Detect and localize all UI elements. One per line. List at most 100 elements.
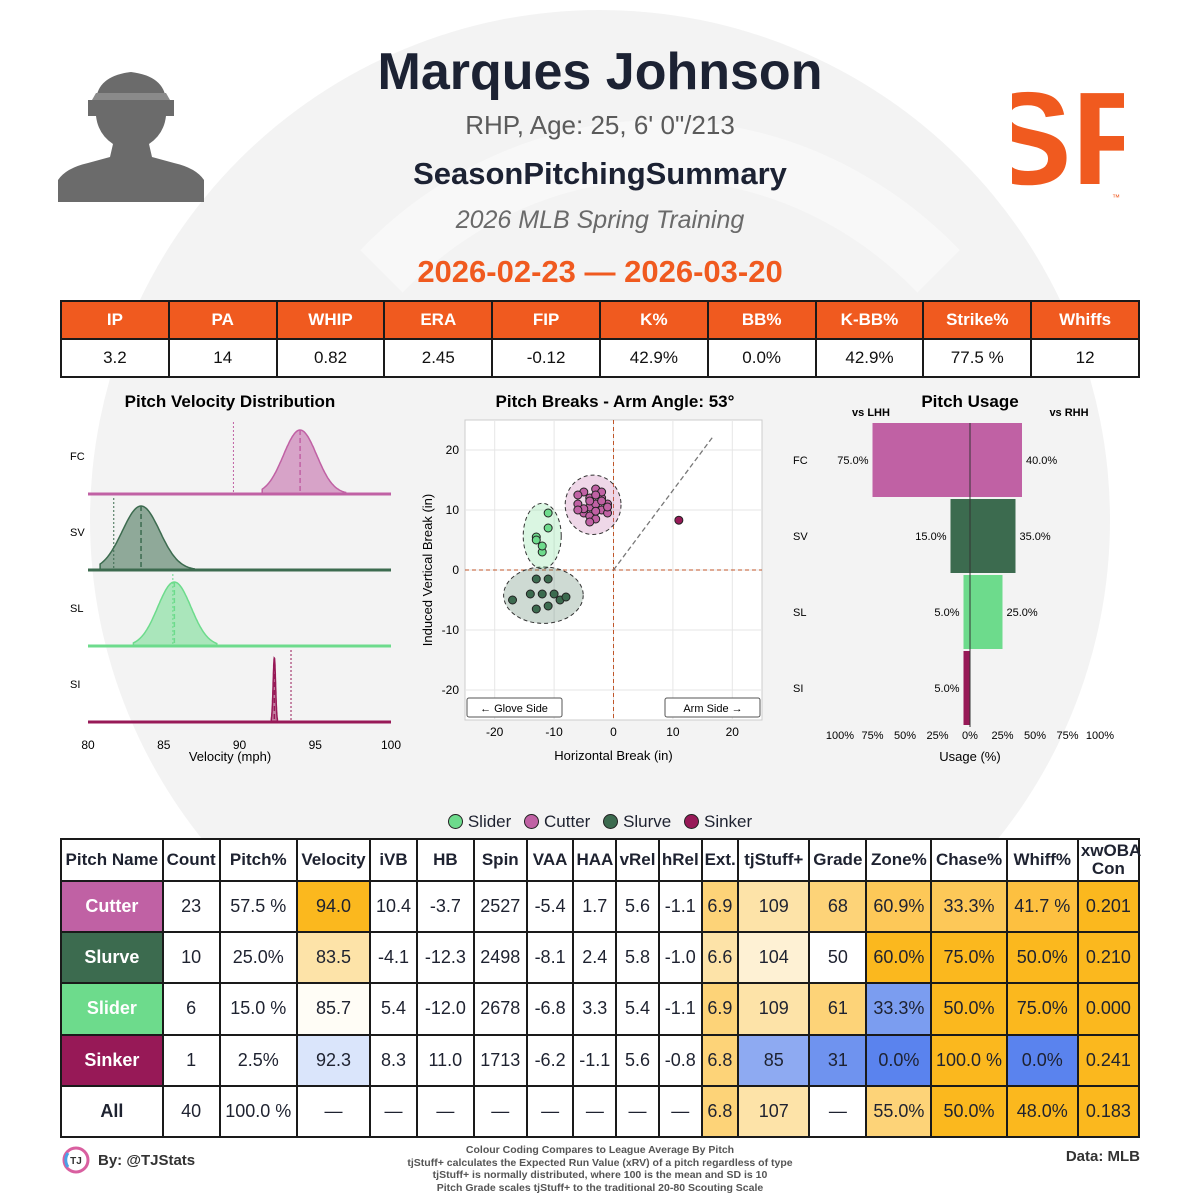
usage-bar-lhh <box>872 423 970 497</box>
pitch-metric-cell: 8.3 <box>369 1033 418 1087</box>
legend-label: Sinker <box>703 812 753 831</box>
pitch-metric-cell: 23 <box>161 879 221 934</box>
legend-label: Slider <box>467 812 512 831</box>
arm-side-box <box>664 697 761 718</box>
pitch-metric-cell: 2527 <box>472 879 528 934</box>
usage-x-tick: 75% <box>861 730 883 742</box>
velocity-x-tick: 90 <box>233 738 247 752</box>
legend-item-cutter: Cutter <box>524 812 590 832</box>
pitch-metric-cell: 68 <box>808 879 868 934</box>
footer-note: Colour Coding Compares to League Average… <box>465 1144 735 1156</box>
stats-value-cell: -0.12 <box>491 338 601 378</box>
pitch-table-header: Ext. <box>700 838 740 882</box>
breaks-point-slurve <box>549 589 559 599</box>
usage-bar-lhh <box>963 575 970 649</box>
pitch-metric-cell: — <box>572 1084 618 1139</box>
pitch-name-cell: Cutter <box>60 879 164 934</box>
usage-value-rhh: 25.0% <box>1007 607 1038 619</box>
stats-value-cell: 0.0% <box>706 338 817 378</box>
breaks-point-cutter <box>573 505 583 515</box>
stats-header-row: IP PA WHIP ERA FIP K% BB% K-BB% Strike% … <box>60 300 1140 340</box>
pitch-name-cell: Slider <box>60 982 164 1036</box>
legend-dot <box>524 814 540 829</box>
stats-header-cell: FIP <box>491 300 601 340</box>
usage-chart-title: Pitch Usage <box>921 392 1018 411</box>
pitch-metric-cell: 61 <box>808 982 868 1036</box>
data-source: Data: MLB <box>1065 1148 1140 1165</box>
velocity-density-cutter <box>261 429 347 495</box>
pitch-table-header: iVB <box>369 838 418 882</box>
breaks-x-label: Horizontal Break (in) <box>554 748 673 763</box>
glove-side-label: ← Glove Side <box>480 703 548 715</box>
breaks-point-sinker <box>674 515 684 525</box>
pitch-metric-cell: 85.7 <box>295 982 372 1036</box>
tjstats-logo-icon: TJ <box>62 1146 90 1174</box>
pitch-table-header: xwOBA Con <box>1076 838 1141 882</box>
breaks-point-slurve <box>531 574 541 584</box>
usage-category-label: SV <box>793 531 808 543</box>
pitch-metric-cell: — <box>415 1084 475 1139</box>
player-headshot-icon <box>58 62 204 202</box>
player-name: Marques Johnson <box>377 43 823 101</box>
breaks-chart-title: Pitch Breaks - Arm Angle: 53° <box>496 392 735 411</box>
pitch-metric-cell: — <box>615 1084 660 1139</box>
breaks-point-cutter <box>597 496 607 506</box>
footer-notes: Colour Coding Compares to League Average… <box>300 1144 900 1194</box>
pitch-metric-cell: -4.1 <box>369 931 418 985</box>
pitch-table-header: HB <box>415 838 475 882</box>
legend-item-sinker: Sinker <box>683 812 753 832</box>
velocity-row-label: SL <box>70 603 83 615</box>
pitch-metric-cell: 2678 <box>472 982 528 1036</box>
pitch-metric-cell: -6.2 <box>525 1033 575 1087</box>
usage-x-tick: 100% <box>1086 730 1114 742</box>
pitch-metric-cell: -12.3 <box>415 931 475 985</box>
pitch-metric-cell: -1.0 <box>657 931 703 985</box>
usage-value-lhh: 5.0% <box>934 607 959 619</box>
legend-item-slider: Slider <box>447 812 512 832</box>
legend-label: Cutter <box>544 812 591 831</box>
pitch-table-header-row: Pitch Name Count Pitch% Velocity iVB HB … <box>60 838 1141 882</box>
pitch-metric-cell: 92.3 <box>295 1033 372 1087</box>
pitch-table-row: Slider 6 15.0 % 85.7 5.4 -12.0 2678 -6.8 3.3 5.4-… <box>60 982 1141 1036</box>
usage-bar-lhh <box>963 651 970 725</box>
pitch-metric-cell: 107 <box>737 1084 811 1139</box>
pitch-metric-cell: 6.8 <box>700 1033 740 1087</box>
stats-header-cell: K-BB% <box>814 300 925 340</box>
pitch-metric-cell: 1 <box>161 1033 221 1087</box>
breaks-y-tick: 0 <box>452 563 459 577</box>
pitch-metric-cell: 6.9 <box>700 982 740 1036</box>
pitch-metric-cell: — <box>369 1084 418 1139</box>
breaks-point-cutter <box>591 506 601 516</box>
giants-sf-logo: SF ™ <box>1012 65 1124 206</box>
pitch-metric-cell: 5.6 <box>615 879 660 934</box>
pitch-table-body: Cutter 23 57.5 % 94.0 10.4 -3.7 2527 -5.4 1.7 5.6… <box>60 879 1141 1139</box>
pitch-metric-cell: 2.4 <box>572 931 618 985</box>
pitch-metric-cell: 10.4 <box>369 879 418 934</box>
footer-note: tjStuff+ calculates the Expected Run Val… <box>407 1156 793 1169</box>
pitch-metric-cell: -1.1 <box>572 1033 618 1087</box>
pitch-metric-cell: 50.0% <box>930 1084 1008 1139</box>
usage-value-lhh: 15.0% <box>915 531 946 543</box>
velocity-x-tick: 95 <box>309 738 323 752</box>
pitch-metric-cell: -1.1 <box>657 982 703 1036</box>
stats-header-cell: PA <box>167 300 278 340</box>
pitch-metric-cell: 100.0 % <box>218 1084 298 1139</box>
pitch-metric-cell: -1.1 <box>657 879 703 934</box>
pitch-metric-cell: 5.4 <box>369 982 418 1036</box>
breaks-ellipse-slider <box>522 502 562 570</box>
team-logo-text: SF <box>1012 65 1124 206</box>
stats-value-cell: 77.5 % <box>922 338 1033 378</box>
breaks-x-tick: 10 <box>666 725 680 739</box>
breaks-point-cutter <box>603 502 613 512</box>
stats-value-row: 3.2 14 0.82 2.45 -0.12 42.9% 0.0% 42.9% … <box>60 338 1140 378</box>
breaks-point-slider <box>543 523 553 533</box>
breaks-x-tick: -20 <box>486 725 504 739</box>
usage-category-label: SL <box>793 607 806 619</box>
pitch-metric-cell: 100.0 % <box>930 1033 1008 1087</box>
usage-x-tick: 25% <box>926 730 948 742</box>
pitch-table-header: vRel <box>615 838 660 882</box>
breaks-x-tick: -10 <box>545 725 563 739</box>
pitch-metric-cell: -8.1 <box>525 931 575 985</box>
usage-value-rhh: 35.0% <box>1020 531 1051 543</box>
pitch-metric-cell: 2498 <box>472 931 528 985</box>
